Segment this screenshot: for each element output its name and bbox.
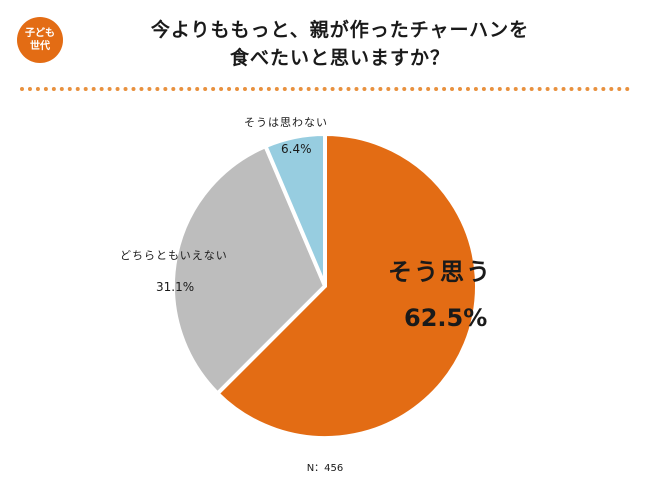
slice-agree bbox=[215, 132, 479, 440]
title-divider bbox=[20, 87, 630, 91]
badge-line1: 子ども bbox=[25, 28, 55, 39]
slice-label-disagree: そうは思わない bbox=[244, 116, 328, 129]
slice-value-disagree: 6.4% bbox=[281, 142, 312, 156]
chart-title: 今よりももっと、親が作ったチャーハンを 食べたいと思いますか？ bbox=[60, 16, 620, 72]
chart-title-line2: 食べたいと思いますか？ bbox=[229, 47, 450, 69]
slice-value-agree: 62.5% bbox=[404, 304, 488, 332]
sample-size: N：456 bbox=[306, 463, 344, 474]
chart-title-line1: 今よりももっと、親が作ったチャーハンを bbox=[150, 19, 530, 41]
slice-label-neutral: どちらともいえない bbox=[120, 249, 228, 262]
slice-neutral bbox=[171, 144, 327, 396]
slice-value-neutral: 31.1% bbox=[156, 280, 195, 294]
slice-label-agree: そう思う bbox=[388, 258, 492, 286]
category-badge: 子ども 世代 bbox=[17, 17, 63, 63]
slice-disagree bbox=[263, 132, 327, 288]
badge-line2: 世代 bbox=[30, 41, 50, 52]
